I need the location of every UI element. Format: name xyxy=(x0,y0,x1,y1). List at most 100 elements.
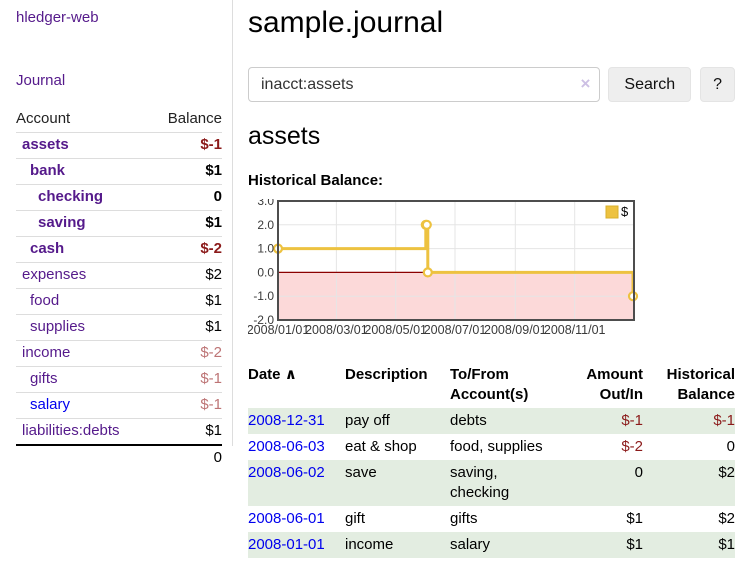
register-column: Description xyxy=(345,366,428,383)
transaction-accounts: saving, checking xyxy=(450,464,510,501)
clear-search-icon[interactable]: × xyxy=(580,74,591,93)
register-column: Historical Balance xyxy=(666,366,735,403)
transaction-balance: $2 xyxy=(718,464,735,481)
register-header: Date ∧ Description To/From Account(s) Amount… xyxy=(248,363,735,408)
register-table: Date ∧ Description To/From Account(s) Amount… xyxy=(248,363,735,558)
transaction-description: pay off xyxy=(345,412,390,429)
account-balance: $-1 xyxy=(151,366,222,393)
account-balance: $2 xyxy=(151,262,222,289)
historical-balance-chart[interactable]: $3.0 2.0 1.0 0.0 -1.0 -2.0 2008/01/01 2008/03/0… xyxy=(247,194,640,341)
transaction-description: gift xyxy=(345,510,366,527)
account-row: gifts $-1 xyxy=(16,366,222,393)
chart-svg: $3.0 2.0 1.0 0.0 -1.0 -2.02008/01/012008/03/0… xyxy=(247,194,639,337)
transaction-date-link[interactable]: 2008-06-01 xyxy=(248,510,325,527)
accounts-table-body: assets $-1 bank $1 checking 0 saving $1 … xyxy=(16,132,222,445)
transaction-amount: $1 xyxy=(626,536,643,553)
account-row: expenses $2 xyxy=(16,262,222,289)
y-tick-label: 0.0 xyxy=(257,265,274,279)
account-balance: 0 xyxy=(151,184,222,211)
x-tick-label: 2008/03/01 xyxy=(305,323,368,337)
accounts-total-balance: 0 xyxy=(151,444,222,470)
sidebar-account-link[interactable]: gifts xyxy=(30,370,58,387)
account-row: income $-2 xyxy=(16,340,222,367)
register-row: 2008-06-02 save saving, checking 0 $2 xyxy=(248,460,735,506)
account-row: food $1 xyxy=(16,288,222,315)
search-form: × Search ? xyxy=(248,67,735,102)
data-point-marker xyxy=(421,219,432,230)
register-column: To/From Account(s) xyxy=(450,366,529,403)
y-tick-label: 3.0 xyxy=(257,199,274,208)
register-row: 2008-01-01 income salary $1 $1 xyxy=(248,532,735,558)
transaction-date-link[interactable]: 2008-06-02 xyxy=(248,464,325,481)
accounts-column-balance: Balance xyxy=(167,110,222,127)
register-row: 2008-12-31 pay off debts $-1 $-1 xyxy=(248,408,735,434)
transaction-date-link[interactable]: 2008-06-03 xyxy=(248,438,325,455)
page-title: sample.journal xyxy=(248,6,444,39)
transaction-description: income xyxy=(345,536,394,553)
transaction-amount: $-2 xyxy=(621,438,643,455)
transaction-balance: $1 xyxy=(718,536,735,553)
sidebar-account-link[interactable]: bank xyxy=(30,162,66,179)
sidebar-account-link[interactable]: liabilities:debts xyxy=(22,422,120,439)
register-body: 2008-12-31 pay off debts $-1 $-1 2008-06… xyxy=(248,408,735,558)
sidebar-account-link[interactable]: saving xyxy=(38,214,86,231)
account-row: liabilities:debts $1 xyxy=(16,418,222,445)
sidebar-account-link[interactable]: assets xyxy=(22,136,69,153)
account-row: saving $1 xyxy=(16,210,222,237)
x-tick-label: 2008/09/01 xyxy=(484,323,547,337)
account-balance: $-1 xyxy=(151,132,222,159)
search-button[interactable]: Search xyxy=(608,67,692,102)
register-row: 2008-06-01 gift gifts $1 $2 xyxy=(248,506,735,532)
register-column: Amount Out/In xyxy=(586,366,643,403)
accounts-table: Account Balance assets $-1 bank $1 check… xyxy=(16,107,222,470)
transaction-accounts: food, supplies xyxy=(450,438,543,455)
sidebar-item-journal[interactable]: Journal xyxy=(16,72,66,89)
account-balance: $1 xyxy=(151,288,222,315)
transaction-balance: 0 xyxy=(726,438,735,455)
transaction-amount: $1 xyxy=(626,510,643,527)
sidebar-account-link[interactable]: expenses xyxy=(22,266,87,283)
register-column[interactable]: Date ∧ xyxy=(248,366,297,383)
transaction-balance: $2 xyxy=(718,510,735,527)
account-row: assets $-1 xyxy=(16,132,222,159)
account-balance: $1 xyxy=(151,210,222,237)
sidebar-account-link[interactable]: food xyxy=(30,292,60,309)
chart-title: Historical Balance: xyxy=(248,172,384,189)
account-balance: $1 xyxy=(151,158,222,185)
transaction-date-link[interactable]: 2008-12-31 xyxy=(248,412,325,429)
transaction-amount: $-1 xyxy=(621,412,643,429)
transaction-date-link[interactable]: 2008-01-01 xyxy=(248,536,325,553)
sidebar-account-link[interactable]: income xyxy=(22,344,71,361)
search-input[interactable] xyxy=(248,67,601,102)
y-tick-label: 1.0 xyxy=(257,242,274,256)
x-tick-label: 2008/07/01 xyxy=(424,323,487,337)
transaction-balance: $-1 xyxy=(713,412,735,429)
account-row: checking 0 xyxy=(16,184,222,211)
account-row: cash $-2 xyxy=(16,236,222,263)
transaction-accounts: debts xyxy=(450,412,487,429)
account-balance: $-2 xyxy=(151,340,222,367)
sidebar: hledger-web Journal Account Balance asse… xyxy=(0,0,233,470)
sort-ascending-icon: ∧ xyxy=(284,366,297,383)
y-tick-label: -2.0 xyxy=(253,313,274,327)
account-balance: $1 xyxy=(151,418,222,445)
account-row: supplies $1 xyxy=(16,314,222,341)
transaction-description: save xyxy=(345,464,377,481)
sidebar-account-link[interactable]: cash xyxy=(30,240,65,257)
y-tick-label: -1.0 xyxy=(253,289,274,303)
app-brand-link[interactable]: hledger-web xyxy=(16,9,99,26)
sidebar-account-link[interactable]: checking xyxy=(38,188,104,205)
account-balance: $-2 xyxy=(151,236,222,263)
transaction-accounts: gifts xyxy=(450,510,478,527)
account-heading: assets xyxy=(248,122,321,150)
x-tick-label: 2008/11/01 xyxy=(544,323,606,337)
data-point-marker xyxy=(422,267,433,278)
sidebar-account-link[interactable]: salary xyxy=(30,396,71,413)
accounts-total-row: 0 xyxy=(16,444,222,470)
x-tick-label: 2008/05/01 xyxy=(364,323,427,337)
help-button[interactable]: ? xyxy=(700,67,735,102)
account-balance: $1 xyxy=(151,314,222,341)
account-row: bank $1 xyxy=(16,158,222,185)
sidebar-account-link[interactable]: supplies xyxy=(30,318,86,335)
